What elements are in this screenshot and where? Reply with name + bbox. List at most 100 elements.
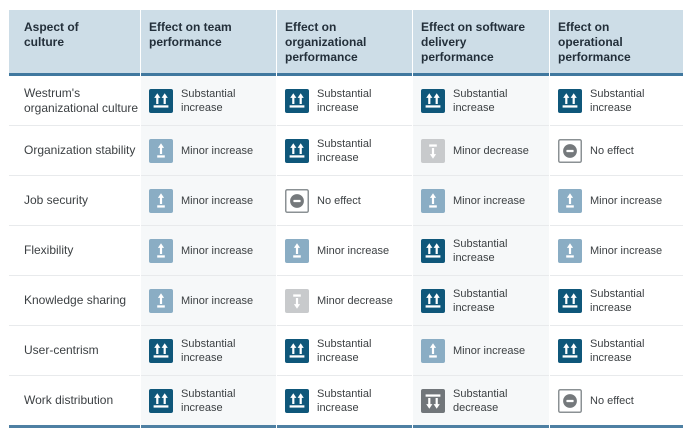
effect-cell: Substantial decrease — [413, 376, 549, 428]
culture-effects-table: Aspect of culture Effect on team perform… — [9, 10, 683, 428]
effect-label: Substantial increase — [453, 287, 508, 314]
effect-label: Minor increase — [181, 244, 254, 257]
effect-cell: Substantial increase — [550, 76, 683, 126]
effect-label: Substantial increase — [317, 137, 372, 164]
substantial-increase-icon — [421, 88, 445, 113]
minor-increase-icon — [149, 288, 173, 313]
aspect-label: Knowledge sharing — [24, 293, 127, 307]
aspect-label: Westrum's organizational culture — [24, 85, 139, 115]
effect-label: Minor increase — [181, 194, 254, 207]
effect-label: Minor decrease — [317, 294, 393, 307]
effect-cell: Minor increase — [141, 176, 276, 226]
effect-label: Minor decrease — [453, 144, 529, 157]
effect-cell: Minor increase — [141, 226, 276, 276]
minor-increase-icon — [558, 188, 582, 213]
substantial-increase-icon — [149, 88, 173, 113]
effect-cell: Substantial increase — [277, 326, 412, 376]
column-header-label: Effect on software delivery performance — [421, 20, 526, 64]
effect-cell: Minor increase — [413, 326, 549, 376]
column-header-label: Effect on operational performance — [558, 20, 631, 64]
effect-cell: Minor increase — [277, 226, 412, 276]
substantial-increase-icon — [558, 88, 582, 113]
effect-label: Substantial increase — [181, 87, 236, 114]
substantial-increase-icon — [285, 138, 309, 163]
no-effect-icon — [558, 388, 582, 413]
no-effect-icon — [558, 138, 582, 163]
effect-label: No effect — [317, 194, 361, 207]
effect-cell: Substantial increase — [277, 76, 412, 126]
effect-cell: Substantial increase — [550, 276, 683, 326]
effect-label: Substantial increase — [453, 237, 508, 264]
minor-increase-icon — [285, 238, 309, 263]
effect-cell: Substantial increase — [141, 376, 276, 428]
substantial-increase-icon — [285, 88, 309, 113]
effect-label: Minor increase — [590, 244, 663, 257]
effect-label: No effect — [590, 394, 634, 407]
effect-label: Substantial increase — [181, 387, 236, 414]
effect-cell: Minor increase — [413, 176, 549, 226]
substantial-increase-icon — [149, 388, 173, 413]
effect-label: Substantial increase — [317, 387, 372, 414]
col-header-aspect-of-culture: Aspect of culture — [9, 10, 140, 76]
effect-label: Minor increase — [590, 194, 663, 207]
effect-cell: Substantial increase — [413, 226, 549, 276]
effect-cell: Minor increase — [550, 226, 683, 276]
aspect-label: Flexibility — [24, 243, 74, 257]
minor-increase-icon — [421, 338, 445, 363]
effect-label: Substantial increase — [181, 337, 236, 364]
aspect-cell: Organization stability — [9, 126, 140, 176]
col-header-software-delivery-performance: Effect on software delivery performance — [413, 10, 549, 76]
effect-cell: No effect — [550, 376, 683, 428]
aspect-label: Organization stability — [24, 143, 136, 157]
aspect-cell: Westrum's organizational culture — [9, 76, 140, 126]
effect-label: Substantial increase — [317, 337, 372, 364]
minor-increase-icon — [558, 238, 582, 263]
substantial-increase-icon — [558, 288, 582, 313]
minor-decrease-icon — [421, 138, 445, 163]
effect-label: Substantial increase — [590, 287, 645, 314]
effect-cell: Substantial increase — [277, 126, 412, 176]
effect-label: Minor increase — [317, 244, 390, 257]
effect-cell: Substantial increase — [141, 326, 276, 376]
effect-cell: Minor increase — [141, 276, 276, 326]
col-header-team-performance: Effect on team performance — [141, 10, 276, 76]
effect-label: Substantial decrease — [453, 387, 508, 414]
effect-cell: No effect — [550, 126, 683, 176]
substantial-increase-icon — [421, 288, 445, 313]
column-header-label: Effect on team performance — [149, 20, 232, 49]
effect-label: Substantial increase — [590, 337, 645, 364]
effect-label: Minor increase — [181, 144, 254, 157]
effect-label: Substantial increase — [317, 87, 372, 114]
effect-cell: Minor decrease — [413, 126, 549, 176]
effect-label: Substantial increase — [453, 87, 508, 114]
effect-cell: Minor decrease — [277, 276, 412, 326]
aspect-cell: User-centrism — [9, 326, 140, 376]
effect-label: No effect — [590, 144, 634, 157]
substantial-increase-icon — [558, 338, 582, 363]
aspect-cell: Work distribution — [9, 376, 140, 428]
aspect-label: User-centrism — [24, 343, 99, 357]
effect-label: Substantial increase — [590, 87, 645, 114]
aspect-label: Work distribution — [24, 393, 114, 407]
effect-cell: Minor increase — [550, 176, 683, 226]
effect-cell: Substantial increase — [277, 376, 412, 428]
minor-decrease-icon — [285, 288, 309, 313]
minor-increase-icon — [149, 238, 173, 263]
substantial-increase-icon — [149, 338, 173, 363]
effect-cell: Substantial increase — [413, 276, 549, 326]
effect-cell: Minor increase — [141, 126, 276, 176]
effect-cell: No effect — [277, 176, 412, 226]
substantial-increase-icon — [421, 238, 445, 263]
effect-cell: Substantial increase — [550, 326, 683, 376]
no-effect-icon — [285, 188, 309, 213]
column-header-label: Effect on organizational performance — [285, 20, 367, 64]
effect-cell: Substantial increase — [141, 76, 276, 126]
column-header-label: Aspect of culture — [24, 20, 79, 49]
aspect-cell: Job security — [9, 176, 140, 226]
col-header-operational-performance: Effect on operational performance — [550, 10, 683, 76]
minor-increase-icon — [421, 188, 445, 213]
aspect-label: Job security — [24, 193, 89, 207]
aspect-cell: Flexibility — [9, 226, 140, 276]
effect-cell: Substantial increase — [413, 76, 549, 126]
effect-label: Minor increase — [453, 194, 526, 207]
